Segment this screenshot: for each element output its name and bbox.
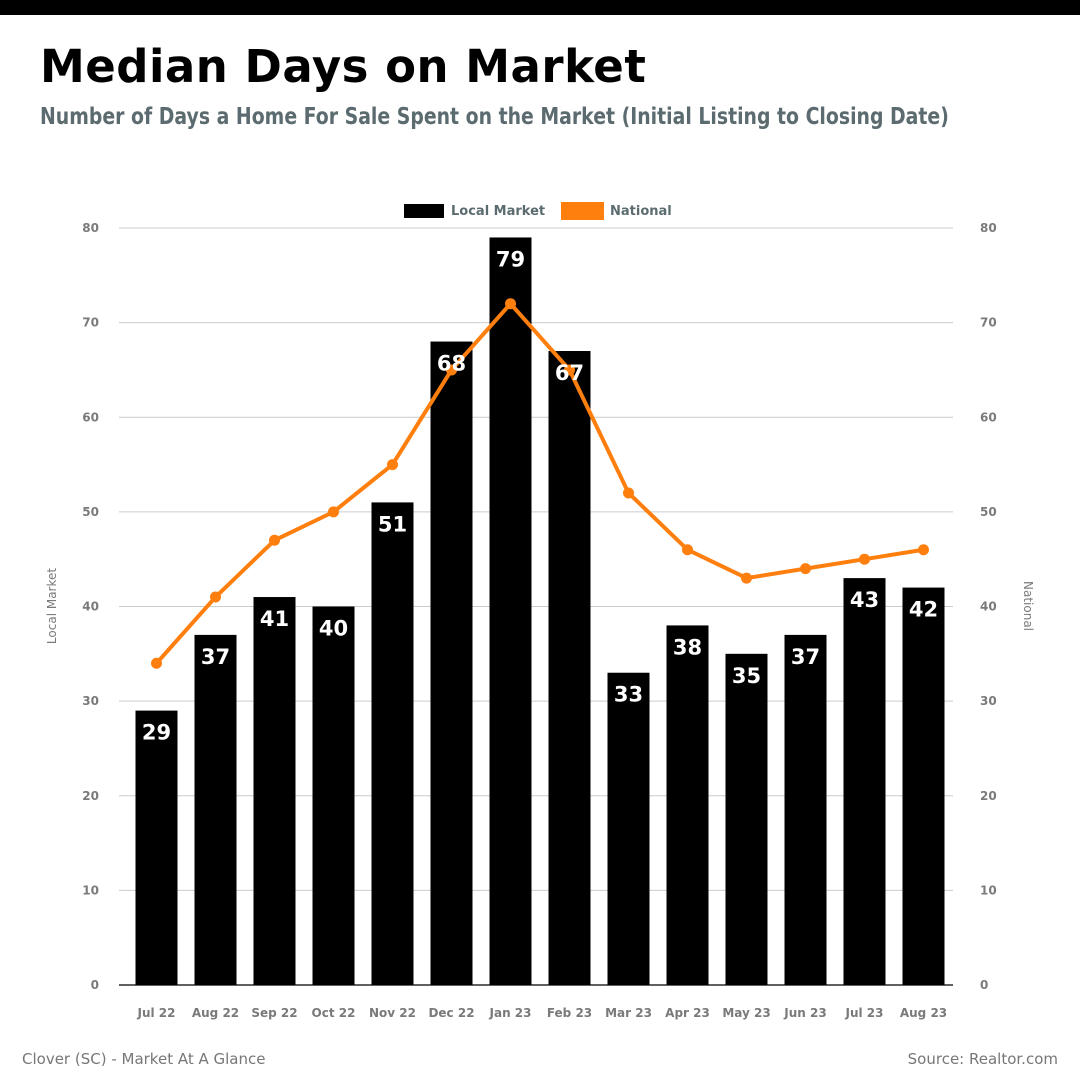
bars (135, 237, 945, 985)
y-tick-right: 10 (980, 883, 997, 897)
bar-oct-22 (312, 606, 355, 985)
x-tick-label: Jan 23 (489, 1006, 532, 1020)
national-series-line (155, 301, 924, 665)
bar-aug-22 (194, 634, 237, 985)
chart-subtitle: Number of Days a Home For Sale Spent on … (40, 104, 949, 130)
legend-swatch-national (561, 202, 604, 220)
national-point (741, 572, 752, 584)
national-point (446, 364, 457, 376)
y-tick-right: 60 (980, 410, 997, 424)
footer-source: Source: Realtor.com (907, 1050, 1058, 1068)
national-point (918, 544, 929, 556)
x-tick-label: Jul 23 (845, 1006, 884, 1020)
national-point (564, 364, 575, 376)
y-tick-right: 80 (980, 221, 997, 235)
y-tick-left: 0 (91, 978, 99, 992)
x-tick-label: May 23 (722, 1006, 770, 1020)
national-point (328, 506, 339, 518)
legend-label-local: Local Market (451, 204, 545, 219)
bar-value-label: 41 (260, 607, 289, 631)
y-tick-right: 40 (980, 600, 997, 614)
bar-value-label: 43 (850, 588, 879, 612)
bar-value-label: 42 (909, 598, 938, 622)
footer-market-label: Clover (SC) - Market At A Glance (22, 1050, 266, 1068)
y-tick-right: 20 (980, 789, 997, 803)
bar-mar-23 (607, 672, 650, 985)
bar-value-label: 68 (437, 352, 466, 376)
x-tick-label: Feb 23 (547, 1006, 592, 1020)
bar-value-label: 37 (791, 645, 820, 669)
bar-value-label: 79 (496, 247, 525, 271)
bar-value-label: 29 (142, 721, 171, 745)
x-tick-label: Aug 23 (900, 1006, 947, 1020)
y-tick-left: 20 (82, 789, 99, 803)
bar-nov-22 (371, 502, 414, 985)
national-point (682, 544, 693, 556)
y-tick-right: 0 (980, 978, 988, 992)
y-tick-left: 30 (82, 694, 99, 708)
axes: 0 0 10 10 20 20 30 30 40 40 50 50 60 60 70 70 80 80 Local … (45, 221, 1035, 1020)
bar-jun-23 (784, 634, 827, 985)
bar-sep-22 (253, 597, 296, 985)
y-tick-left: 60 (82, 410, 99, 424)
x-tick-label: Aug 22 (192, 1006, 239, 1020)
y-tick-left: 50 (82, 505, 99, 519)
bar-value-label: 35 (732, 664, 761, 688)
gridlines (119, 227, 953, 891)
bar-jan-23 (489, 237, 532, 985)
bar-value-label: 40 (319, 617, 348, 641)
x-tick-label: Jul 22 (137, 1006, 176, 1020)
national-point (859, 553, 870, 565)
chart-title: Median Days on Market (40, 40, 647, 93)
legend-label-national: National (610, 204, 672, 219)
bar-may-23 (725, 653, 768, 985)
y-tick-right: 30 (980, 694, 997, 708)
bar-feb-23 (548, 351, 591, 985)
y-axis-label-left: Local Market (45, 568, 59, 644)
y-axis-label-right: National (1021, 581, 1035, 631)
y-tick-left: 80 (82, 221, 99, 235)
national-point (269, 534, 280, 546)
bar-value-label: 67 (555, 361, 584, 385)
bar-value-label: 33 (614, 683, 643, 707)
y-tick-left: 10 (82, 883, 99, 897)
national-point (505, 298, 516, 310)
bar-jul-23 (843, 578, 886, 985)
national-line (151, 298, 929, 669)
bar-value-label: 37 (201, 645, 230, 669)
y-tick-right: 70 (980, 316, 997, 330)
bar-value-label: 51 (378, 512, 407, 536)
national-point (623, 487, 634, 499)
x-tick-label: Nov 22 (369, 1006, 416, 1020)
bar-dec-22 (430, 341, 473, 985)
y-tick-left: 70 (82, 316, 99, 330)
legend-swatch-local (404, 204, 444, 218)
x-tick-label: Sep 22 (251, 1006, 297, 1020)
x-tick-label: Apr 23 (665, 1006, 710, 1020)
bar-labels: 29 37 41 40 51 68 79 67 33 38 35 37 43 42 (142, 247, 938, 744)
bar-jul-22 (135, 710, 178, 985)
x-tick-label: Jun 23 (783, 1006, 826, 1020)
y-tick-right: 50 (980, 505, 997, 519)
national-point (387, 459, 398, 471)
bar-aug-23 (902, 587, 945, 985)
y-tick-left: 40 (82, 600, 99, 614)
x-tick-label: Dec 22 (428, 1006, 474, 1020)
x-tick-label: Oct 22 (312, 1006, 356, 1020)
national-point (210, 591, 221, 603)
x-tick-label: Mar 23 (605, 1006, 652, 1020)
national-point (151, 657, 162, 669)
bar-apr-23 (666, 625, 709, 985)
bar-value-label: 38 (673, 635, 702, 659)
national-point (800, 563, 811, 575)
top-bar (0, 0, 1080, 15)
legend: Local Market National (404, 202, 672, 220)
